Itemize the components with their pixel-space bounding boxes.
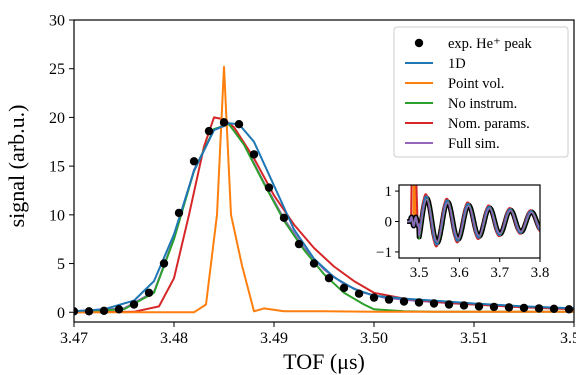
y-tick-label: 5 xyxy=(57,256,65,273)
y-tick-label: 30 xyxy=(49,13,65,30)
y-tick-label: 15 xyxy=(49,159,65,176)
x-tick-label: 3.51 xyxy=(460,330,488,347)
data-point xyxy=(219,118,229,127)
data-point xyxy=(339,283,349,293)
data-point xyxy=(159,259,169,268)
data-point xyxy=(234,120,244,129)
data-point xyxy=(489,302,499,312)
inset-x-tick-label: 3.8 xyxy=(531,265,550,281)
y-tick-label: 25 xyxy=(49,61,65,78)
data-point xyxy=(309,259,319,268)
data-point xyxy=(504,303,514,312)
y-tick-label: 20 xyxy=(49,110,65,127)
data-point xyxy=(99,306,109,315)
data-point xyxy=(114,305,124,314)
x-tick-label: 3.49 xyxy=(260,330,288,347)
series-line-point-vol xyxy=(74,65,574,314)
data-point xyxy=(444,300,454,309)
x-tick-label: 3.48 xyxy=(160,330,188,347)
inset-plot: 3.5 3.6 3.7 3.8 −1 0 1 xyxy=(376,184,550,281)
data-point xyxy=(534,304,544,313)
legend-label-point-vol: Point vol. xyxy=(448,76,504,92)
inset-y-tick-label: −1 xyxy=(376,245,392,261)
data-point xyxy=(399,297,409,306)
legend-marker-exp-he-peak xyxy=(414,38,424,48)
plot-area xyxy=(74,65,574,316)
legend-label-full-sim: Full sim. xyxy=(448,136,500,152)
data-point xyxy=(474,302,484,311)
data-point xyxy=(84,307,94,316)
inset-x-tick-label: 3.6 xyxy=(450,265,469,281)
x-tick-label: 3.50 xyxy=(360,330,388,347)
data-point xyxy=(369,293,379,302)
data-point xyxy=(189,157,199,166)
x-tick-label: 3.52 xyxy=(560,330,576,347)
data-point xyxy=(564,305,574,314)
data-point xyxy=(354,289,364,298)
data-point xyxy=(144,288,154,297)
data-point xyxy=(264,183,274,192)
inset-y-tick-label: 1 xyxy=(385,184,393,200)
data-point xyxy=(279,213,289,222)
inset-x-tick-label: 3.5 xyxy=(410,265,429,281)
legend: exp. He⁺ peak 1D Point vol. No instrum. Nom.… xyxy=(393,26,569,158)
legend-label-exp-he-peak: exp. He⁺ peak xyxy=(448,36,532,52)
data-point xyxy=(294,239,304,249)
y-tick-label: 0 xyxy=(57,305,65,322)
data-point xyxy=(519,303,529,313)
inset-trace-full-sim xyxy=(406,198,540,243)
data-point xyxy=(414,298,424,307)
legend-label-no-instrum: No instrum. xyxy=(448,96,517,112)
x-axis-label: TOF (μs) xyxy=(283,349,365,374)
y-axis-label: signal (arb.u.) xyxy=(4,105,29,228)
data-point xyxy=(459,301,469,310)
legend-label-1d: 1D xyxy=(448,56,466,72)
data-point xyxy=(429,299,439,308)
data-point xyxy=(129,300,139,309)
inset-y-tick-label: 0 xyxy=(385,215,393,231)
data-point xyxy=(324,274,334,283)
inset-x-tick-label: 3.7 xyxy=(490,265,509,281)
data-point xyxy=(174,208,184,218)
data-point xyxy=(249,150,259,159)
plot-frame xyxy=(73,19,575,323)
data-point xyxy=(549,304,559,313)
data-point xyxy=(204,126,214,136)
data-point xyxy=(384,295,394,304)
inset-plot-area xyxy=(405,185,540,248)
legend-box xyxy=(393,26,569,158)
main-plot-axes: 3.473.483.493.503.513.52051015202530 xyxy=(49,13,576,348)
y-tick-label: 10 xyxy=(49,207,65,224)
main-plot-data xyxy=(74,65,574,316)
data-point xyxy=(74,307,79,316)
x-tick-label: 3.47 xyxy=(60,330,88,347)
legend-label-nom-params: Nom. params. xyxy=(448,116,530,132)
